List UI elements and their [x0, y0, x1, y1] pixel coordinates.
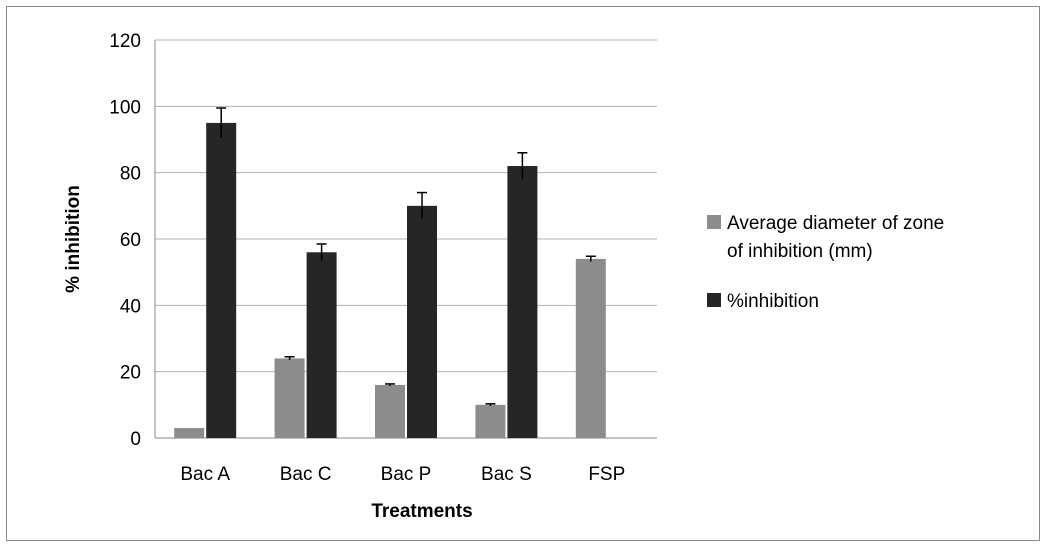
y-tick-label: 0 — [130, 429, 141, 450]
bar — [174, 428, 205, 438]
x-axis-title: Treatments — [371, 501, 472, 522]
x-tick-label: Bac S — [481, 464, 532, 485]
bar — [507, 166, 538, 439]
bar — [407, 205, 437, 438]
y-tick-label: 100 — [109, 97, 141, 118]
legend-label: Average diameter of zone — [727, 213, 944, 234]
legend-label: of inhibition (mm) — [727, 241, 873, 262]
legend-label: %inhibition — [727, 291, 819, 312]
x-tick-label: Bac C — [280, 464, 332, 485]
y-tick-label: 120 — [109, 31, 141, 52]
bar — [306, 252, 337, 438]
bar — [206, 122, 237, 439]
x-tick-label: FSP — [588, 464, 625, 485]
bar — [274, 358, 305, 438]
x-tick-label: Bac A — [180, 464, 230, 485]
x-tick-labels: Bac A Bac C Bac P Bac S FSP — [180, 464, 625, 485]
y-tick-label: 40 — [120, 296, 141, 317]
x-tick-label: Bac P — [381, 464, 432, 485]
legend: Average diameter of zone of inhibition (m… — [707, 213, 944, 312]
y-axis-title: % inhibition — [63, 185, 84, 293]
bars — [174, 122, 606, 439]
error-bars — [216, 107, 596, 406]
y-tick-label: 20 — [120, 363, 141, 384]
bar — [375, 384, 405, 438]
bar — [475, 404, 506, 438]
legend-swatch — [707, 215, 721, 229]
gridlines — [154, 39, 657, 439]
legend-swatch — [707, 293, 721, 307]
chart-frame: 0 20 40 60 80 100 120 Bac A Bac C Bac P Bac S FSP … — [6, 6, 1040, 541]
y-tick-label: 60 — [120, 230, 141, 251]
y-tick-label: 80 — [120, 164, 141, 185]
y-tick-labels: 0 20 40 60 80 100 120 — [109, 31, 141, 450]
bar — [575, 258, 606, 438]
